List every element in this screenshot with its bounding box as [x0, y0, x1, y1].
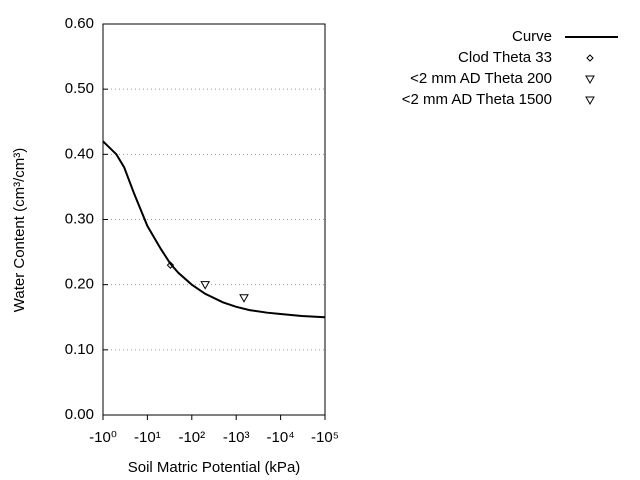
marker	[200, 281, 211, 290]
y-tick-label: 0.10	[65, 341, 94, 358]
y-tick-label: 0.60	[65, 15, 94, 32]
x-tick-label: -10¹	[134, 429, 161, 446]
y-axis-label: Water Content (cm³/cm³)	[11, 148, 28, 312]
x-tick-label: -10⁰	[89, 429, 117, 446]
marker	[166, 261, 175, 269]
plot-frame	[102, 23, 326, 416]
x-axis-label: Soil Matric Potential (kPa)	[128, 459, 301, 476]
x-tick-label: -10⁴	[267, 429, 295, 446]
y-tick-label: 0.40	[65, 145, 94, 162]
legend-marker	[586, 54, 594, 62]
legend-marker	[585, 96, 595, 106]
y-tick-label: 0.20	[65, 276, 94, 293]
legend-label: <2 mm AD Theta 1500	[402, 91, 552, 108]
x-tick-label: -10²	[178, 429, 205, 446]
x-tick-label: -10⁵	[311, 429, 339, 446]
legend-label: <2 mm AD Theta 200	[410, 70, 552, 87]
x-tick-label: -10³	[223, 429, 250, 446]
y-tick-label: 0.30	[65, 210, 94, 227]
y-tick-label: 0.00	[65, 406, 94, 423]
legend-label: Clod Theta 33	[458, 49, 552, 66]
curve	[102, 140, 326, 319]
y-tick-label: 0.50	[65, 80, 94, 97]
legend-label: Curve	[512, 28, 552, 45]
marker	[239, 294, 249, 303]
legend-marker	[585, 75, 595, 85]
